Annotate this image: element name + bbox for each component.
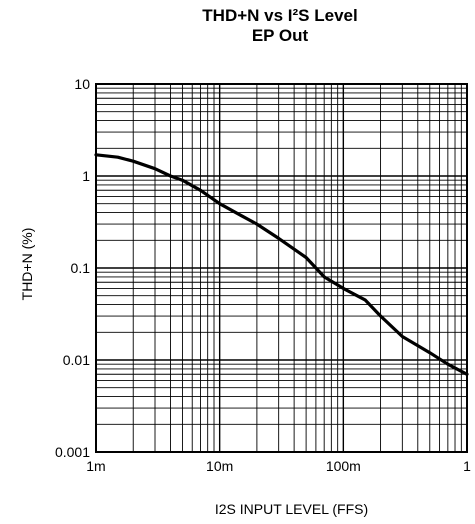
- y-tick-label: 0.1: [71, 260, 91, 276]
- series-layer: [94, 153, 469, 376]
- y-tick-label: 1: [82, 168, 90, 184]
- y-tick-label: 10: [74, 76, 90, 92]
- x-tick-label: 10m: [206, 458, 233, 474]
- tick-labels: 1m 10m 100m 1 0.001 0.01 0.1 1 10: [55, 76, 471, 474]
- x-tick-label: 1: [463, 458, 471, 474]
- x-tick-label: 100m: [326, 458, 361, 474]
- y-tick-label: 0.001: [55, 444, 90, 460]
- chart-subtitle: EP Out: [251, 26, 309, 45]
- chart-title: THD+N vs I²S Level: [202, 6, 358, 25]
- grid: [95, 84, 467, 453]
- x-axis-label: I2S INPUT LEVEL (FFS): [215, 501, 368, 517]
- plot-area: [95, 83, 468, 453]
- x-tick-label: 1m: [86, 458, 105, 474]
- y-tick-label: 0.01: [63, 352, 90, 368]
- y-axis-label: THD+N (%): [19, 228, 35, 301]
- series-line: [94, 153, 469, 376]
